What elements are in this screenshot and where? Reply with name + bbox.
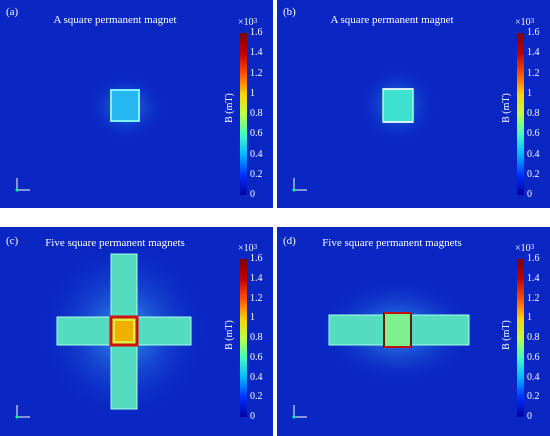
field-map-d <box>318 276 478 386</box>
colorbar <box>517 33 524 195</box>
magnet <box>110 89 140 122</box>
colorbar-multiplier: ×103 <box>238 243 258 254</box>
axes-orientation-icon <box>15 405 30 419</box>
colorbar-tick-label: 0 <box>527 411 532 422</box>
colorbar-tick-label: 1.6 <box>250 27 263 38</box>
colorbar-tick-label: 0.6 <box>250 351 263 363</box>
colorbar-tick-label: 0.8 <box>250 108 263 119</box>
colorbar-tick-label: 1.2 <box>527 292 540 304</box>
colorbar <box>240 33 247 195</box>
panel-title: Five square permanent magnets <box>45 237 185 249</box>
colorbar-tick-label: 1 <box>250 312 255 324</box>
colorbar-tick-label: 1.6 <box>250 253 263 264</box>
axes-orientation-icon <box>15 178 30 192</box>
colorbar-tick-label: 1 <box>250 87 255 99</box>
colorbar-tick-label: 1.4 <box>527 272 540 284</box>
colorbar-tick-label: 0.2 <box>527 168 540 180</box>
colorbar-tick-label: 1.2 <box>250 292 263 304</box>
colorbar-multiplier: ×103 <box>515 243 535 254</box>
colorbar-tick-label: 1 <box>527 312 532 324</box>
panel-label: (a) <box>6 6 19 18</box>
colorbar-tick-label: 0.6 <box>250 128 263 140</box>
colorbar-tick-label: 1.2 <box>250 67 263 79</box>
panel-b: (b) A square permanent magnet ×103 1.6 1.… <box>277 0 550 208</box>
colorbar-tick-label: 0 <box>527 189 532 200</box>
panel-title: Five square permanent magnets <box>322 237 462 249</box>
colorbar-tick-label: 0.4 <box>250 371 263 383</box>
colorbar-multiplier: ×103 <box>515 17 535 28</box>
panel-label: (d) <box>283 235 296 247</box>
magnet-center <box>383 312 412 348</box>
axes-orientation-icon <box>292 178 307 192</box>
colorbar-tick-label: 1.4 <box>250 272 263 284</box>
colorbar-tick-label: 0.4 <box>527 371 540 383</box>
colorbar-tick-label: 0 <box>250 189 255 200</box>
colorbar-tick-label: 0.8 <box>527 332 540 343</box>
colorbar-tick-label: 0.2 <box>250 391 263 403</box>
field-map-c <box>39 241 209 421</box>
colorbar-multiplier: ×103 <box>238 17 258 28</box>
colorbar-tick-label: 0.8 <box>250 332 263 343</box>
colorbar-tick-label: 1.6 <box>527 27 540 38</box>
colorbar-tick-label: 1.4 <box>527 47 540 59</box>
colorbar-unit: B (mT) <box>501 93 512 123</box>
colorbar-tick-label: 0.2 <box>527 391 540 403</box>
field-map-a <box>86 72 166 142</box>
colorbar-unit: B (mT) <box>501 320 512 350</box>
panel-label: (c) <box>6 235 19 247</box>
panel-title: A square permanent magnet <box>330 14 454 26</box>
panel-c: (c) Five square permanent magnets ×103 1… <box>0 227 273 436</box>
colorbar-tick-label: 0.6 <box>527 351 540 363</box>
panel-d: (d) Five square permanent magnets ×103 1… <box>277 227 550 436</box>
magnet <box>382 88 414 123</box>
magnet-center-core <box>115 321 133 341</box>
colorbar-tick-label: 0.4 <box>250 148 263 160</box>
colorbar-tick-label: 1.2 <box>527 67 540 79</box>
colorbar-tick-label: 1 <box>527 87 532 99</box>
colorbar-tick-label: 1.4 <box>250 47 263 59</box>
axes-orientation-icon <box>292 405 307 419</box>
colorbar-tick-label: 1.6 <box>527 253 540 264</box>
panel-title: A square permanent magnet <box>53 14 177 26</box>
colorbar <box>517 259 524 417</box>
colorbar <box>240 259 247 417</box>
colorbar-unit: B (mT) <box>224 93 235 123</box>
field-map-b <box>358 65 438 145</box>
colorbar-tick-label: 0.6 <box>527 128 540 140</box>
panel-a: (a) A square permanent magnet ×103 1.6 1.… <box>0 0 273 208</box>
colorbar-tick-label: 0.8 <box>527 108 540 119</box>
colorbar-tick-label: 0.2 <box>250 168 263 180</box>
colorbar-tick-label: 0.4 <box>527 148 540 160</box>
panel-label: (b) <box>283 6 296 18</box>
colorbar-tick-label: 0 <box>250 411 255 422</box>
colorbar-unit: B (mT) <box>224 320 235 350</box>
